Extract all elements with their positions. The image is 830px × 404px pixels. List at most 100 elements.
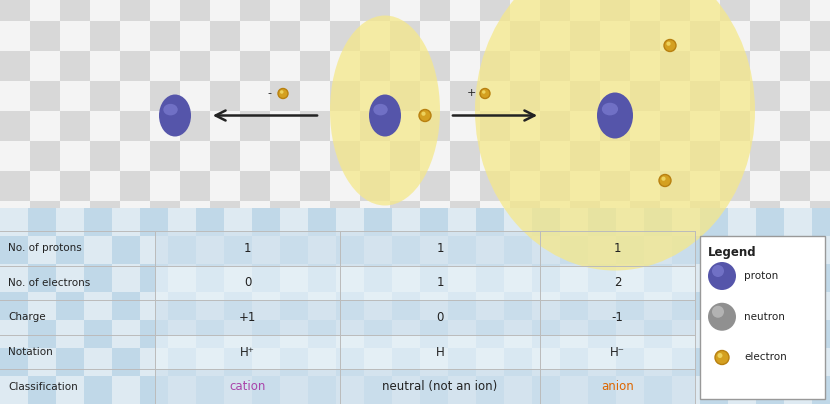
Bar	[140, 236, 168, 264]
Circle shape	[664, 40, 676, 51]
Bar	[750, 21, 780, 51]
Bar	[364, 376, 392, 404]
Circle shape	[422, 112, 426, 116]
Bar	[532, 348, 560, 376]
Circle shape	[708, 303, 736, 331]
Text: +1: +1	[239, 311, 256, 324]
Bar	[168, 208, 196, 236]
Bar	[588, 376, 616, 404]
Bar	[504, 264, 532, 292]
Bar	[340, 231, 540, 265]
Bar	[0, 292, 28, 320]
Bar	[330, 51, 360, 81]
Bar	[780, 201, 810, 231]
Bar	[728, 236, 756, 264]
Bar	[644, 236, 672, 264]
Bar	[700, 236, 728, 264]
Bar	[60, 111, 90, 141]
Bar	[300, 51, 330, 81]
Bar	[0, 236, 28, 264]
Bar	[570, 81, 600, 111]
Bar	[240, 141, 270, 171]
Bar	[392, 264, 420, 292]
Text: Notation: Notation	[8, 347, 53, 357]
Bar	[60, 21, 90, 51]
Bar	[728, 264, 756, 292]
Bar	[28, 376, 56, 404]
Bar	[420, 141, 450, 171]
Bar	[480, 141, 510, 171]
Bar	[630, 21, 660, 51]
Bar	[120, 21, 150, 51]
Bar	[560, 208, 588, 236]
Bar	[448, 292, 476, 320]
Bar	[90, 201, 120, 231]
Bar	[168, 376, 196, 404]
Bar	[240, 201, 270, 231]
Bar	[780, 81, 810, 111]
Bar	[390, 171, 420, 201]
Circle shape	[712, 306, 724, 318]
Ellipse shape	[164, 104, 178, 116]
Bar	[90, 111, 120, 141]
Bar	[616, 208, 644, 236]
Bar	[308, 292, 336, 320]
Bar	[532, 376, 560, 404]
Bar	[90, 141, 120, 171]
Bar	[150, 141, 180, 171]
Bar	[224, 264, 252, 292]
Bar	[196, 376, 224, 404]
Bar	[690, 0, 720, 21]
Text: 0: 0	[437, 311, 444, 324]
Bar	[330, 111, 360, 141]
Bar	[390, 201, 420, 231]
Bar	[448, 264, 476, 292]
Bar	[360, 51, 390, 81]
Bar	[390, 141, 420, 171]
Bar	[810, 171, 830, 201]
Bar	[30, 51, 60, 81]
Bar	[784, 320, 812, 348]
Text: 2: 2	[613, 276, 621, 289]
Bar	[196, 292, 224, 320]
Bar	[240, 171, 270, 201]
Bar	[240, 111, 270, 141]
Bar	[56, 208, 84, 236]
Bar	[360, 21, 390, 51]
Ellipse shape	[597, 93, 633, 139]
Bar	[720, 171, 750, 201]
Bar	[252, 264, 280, 292]
Bar	[150, 201, 180, 231]
Bar	[210, 111, 240, 141]
Bar	[560, 292, 588, 320]
Bar	[600, 171, 630, 201]
Bar	[390, 51, 420, 81]
Ellipse shape	[369, 95, 401, 137]
Bar	[700, 236, 825, 399]
Bar	[90, 81, 120, 111]
Circle shape	[480, 88, 490, 99]
Bar	[540, 265, 695, 300]
Bar	[616, 320, 644, 348]
Bar	[340, 335, 540, 369]
Text: Classification: Classification	[8, 382, 78, 392]
Bar	[700, 208, 728, 236]
Bar	[450, 51, 480, 81]
Bar	[600, 111, 630, 141]
Text: H⁺: H⁺	[240, 345, 255, 359]
Bar	[252, 236, 280, 264]
Bar	[780, 21, 810, 51]
Bar	[672, 264, 700, 292]
Bar	[750, 171, 780, 201]
Bar	[210, 81, 240, 111]
Bar	[280, 348, 308, 376]
Bar	[224, 292, 252, 320]
Bar	[532, 320, 560, 348]
Bar	[252, 292, 280, 320]
Bar	[150, 21, 180, 51]
Bar	[780, 0, 810, 21]
Bar	[450, 171, 480, 201]
Bar	[392, 208, 420, 236]
Bar	[224, 236, 252, 264]
Bar	[196, 208, 224, 236]
